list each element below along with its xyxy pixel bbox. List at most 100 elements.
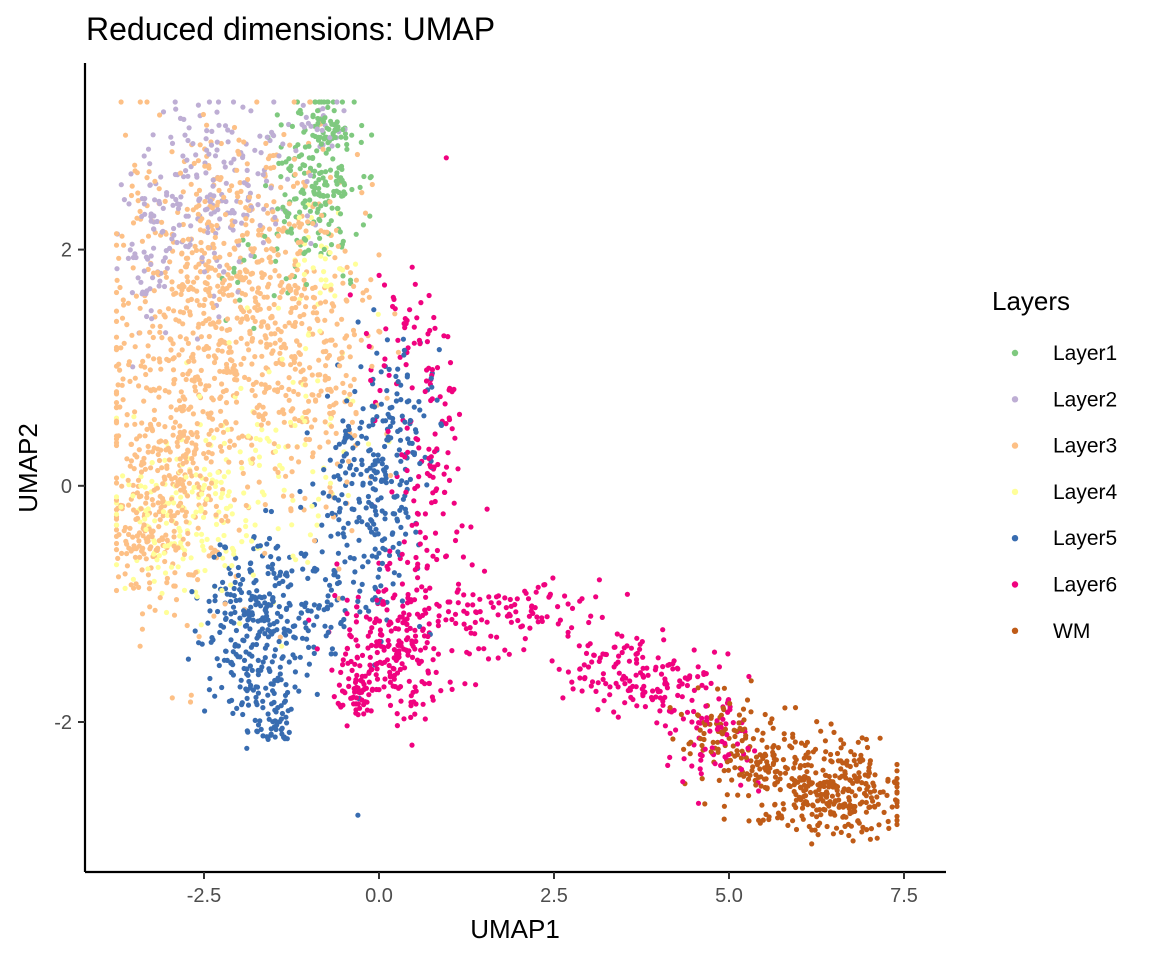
point-layer2 <box>308 240 314 247</box>
point-layer3 <box>127 463 133 469</box>
point-layer1 <box>281 219 287 225</box>
point-layer6 <box>354 604 360 610</box>
point-layer3 <box>203 455 209 461</box>
point-layer5 <box>263 507 269 514</box>
point-wm <box>822 807 828 813</box>
point-layer3 <box>162 476 168 482</box>
point-layer3 <box>294 338 300 344</box>
point-layer1 <box>315 137 322 143</box>
point-layer4 <box>221 532 227 539</box>
point-layer3 <box>227 187 233 193</box>
point-layer4 <box>188 555 194 561</box>
point-layer5 <box>279 710 285 717</box>
point-layer6 <box>417 541 423 547</box>
point-layer3 <box>217 395 223 401</box>
point-layer4 <box>178 494 184 500</box>
point-layer6 <box>419 584 425 590</box>
point-layer3 <box>234 167 240 173</box>
point-layer2 <box>129 241 135 247</box>
point-layer5 <box>343 451 349 457</box>
point-wm <box>814 719 820 725</box>
point-wm <box>863 736 870 743</box>
point-layer4 <box>201 547 207 553</box>
point-layer3 <box>201 310 207 316</box>
point-layer3 <box>231 497 237 503</box>
point-layer6 <box>667 754 673 761</box>
point-layer6 <box>645 672 651 678</box>
point-layer4 <box>197 393 203 399</box>
point-layer1 <box>297 209 303 215</box>
point-layer2 <box>167 245 173 251</box>
point-layer5 <box>292 684 298 690</box>
point-layer3 <box>283 392 289 399</box>
point-layer3 <box>113 442 120 449</box>
point-layer2 <box>169 193 175 199</box>
legend-key-layer3 <box>1011 442 1019 449</box>
point-layer2 <box>188 223 194 229</box>
point-layer3 <box>187 699 194 705</box>
point-layer6 <box>384 657 390 663</box>
point-layer2 <box>170 202 176 208</box>
point-layer5 <box>370 462 376 468</box>
point-layer3 <box>163 439 169 445</box>
point-layer6 <box>451 500 457 506</box>
point-wm <box>758 783 764 789</box>
point-layer3 <box>194 465 200 471</box>
point-layer6 <box>472 631 478 637</box>
point-layer6 <box>426 621 432 627</box>
point-layer2 <box>216 314 222 320</box>
point-layer3 <box>149 428 156 434</box>
point-layer3 <box>317 444 323 450</box>
point-layer6 <box>496 600 502 606</box>
point-layer3 <box>113 347 120 353</box>
point-layer6 <box>340 657 346 663</box>
point-layer5 <box>353 466 359 473</box>
point-layer3 <box>254 99 260 105</box>
point-layer3 <box>124 422 130 428</box>
point-layer3 <box>227 438 233 444</box>
point-layer3 <box>117 404 123 410</box>
point-layer5 <box>304 672 310 678</box>
point-layer2 <box>248 108 254 114</box>
point-layer6 <box>404 467 410 474</box>
point-layer3 <box>220 487 226 493</box>
point-layer4 <box>318 253 324 259</box>
point-layer5 <box>401 347 407 353</box>
point-layer3 <box>197 218 203 224</box>
point-layer3 <box>213 512 219 518</box>
point-layer5 <box>329 646 335 652</box>
point-layer1 <box>307 165 314 171</box>
point-layer3 <box>267 274 273 280</box>
point-layer6 <box>461 592 467 598</box>
point-layer3 <box>225 518 231 524</box>
point-layer4 <box>259 489 265 495</box>
point-layer5 <box>262 631 268 637</box>
point-layer3 <box>224 365 230 371</box>
point-layer6 <box>394 711 400 717</box>
point-layer5 <box>388 435 394 441</box>
point-layer3 <box>311 295 318 301</box>
point-layer1 <box>231 269 237 275</box>
point-layer5 <box>268 554 274 560</box>
point-layer5 <box>243 649 249 655</box>
point-wm <box>894 789 900 795</box>
point-layer2 <box>194 174 200 180</box>
point-layer5 <box>333 444 339 451</box>
point-layer4 <box>168 564 175 570</box>
point-layer3 <box>206 274 212 280</box>
point-layer3 <box>239 232 246 239</box>
point-layer6 <box>365 645 371 651</box>
point-layer6 <box>449 686 455 693</box>
point-layer5 <box>302 603 308 610</box>
point-layer6 <box>344 597 350 603</box>
point-layer1 <box>331 108 337 114</box>
point-wm <box>791 765 797 771</box>
point-layer1 <box>302 144 308 150</box>
point-layer5 <box>360 406 366 412</box>
point-layer3 <box>144 495 150 501</box>
point-layer2 <box>182 132 188 138</box>
point-layer3 <box>113 363 120 369</box>
point-layer3 <box>259 372 265 378</box>
point-layer3 <box>222 211 229 218</box>
point-layer1 <box>296 153 302 159</box>
